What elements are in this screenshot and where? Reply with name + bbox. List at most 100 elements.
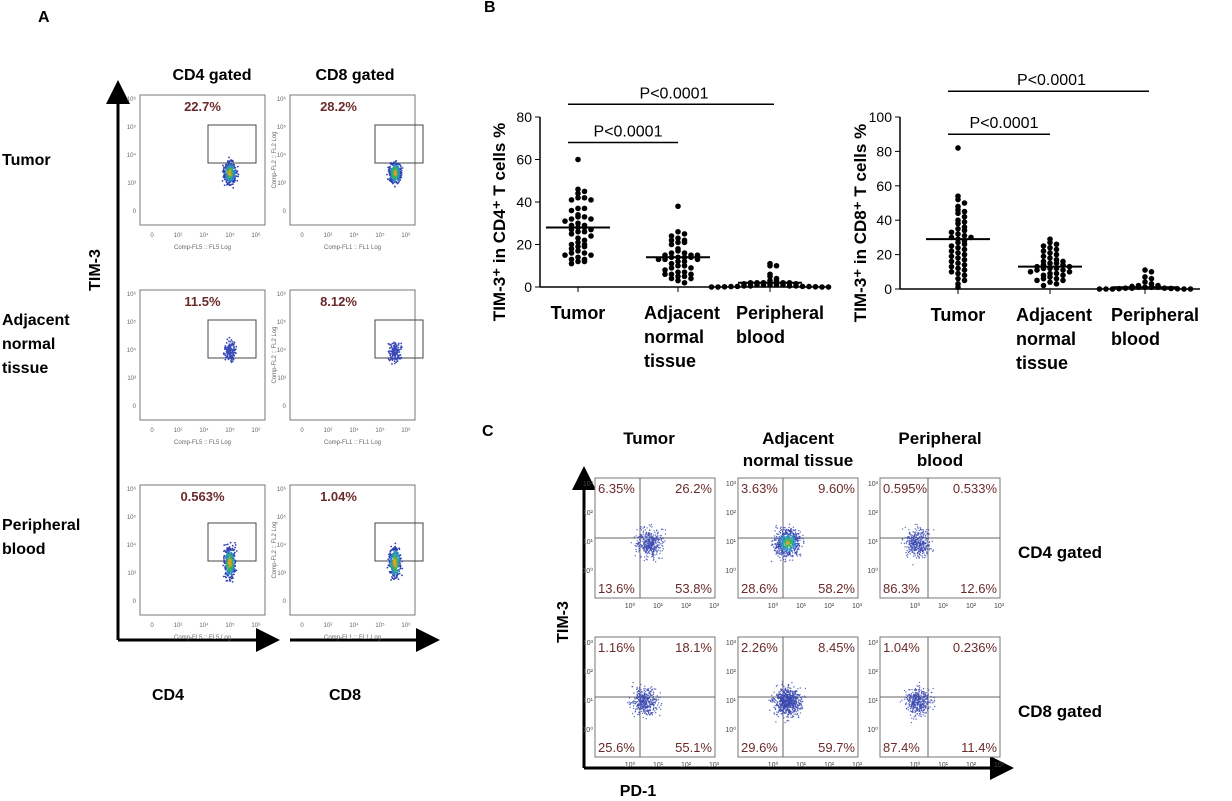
event-dot <box>642 530 645 532</box>
data-point <box>961 232 968 239</box>
x-axis-title: Comp-FL1 :: FL1 Log <box>324 635 381 641</box>
event-dot <box>640 710 643 712</box>
y-tick-label: 10⁶ <box>277 291 287 298</box>
event-dot <box>234 546 236 549</box>
event-dot <box>637 695 640 698</box>
event-dot <box>803 695 806 697</box>
event-dot <box>640 693 642 696</box>
data-point <box>568 256 575 263</box>
event-dot <box>646 706 649 709</box>
event-dot <box>787 705 789 708</box>
event-dot <box>638 711 641 714</box>
event-dot <box>794 532 797 535</box>
event-dot <box>638 538 641 541</box>
data-point <box>675 239 681 246</box>
event-dot <box>926 551 928 553</box>
event-dot <box>227 172 230 175</box>
event-dot <box>228 350 231 353</box>
event-dot <box>638 547 641 550</box>
event-dot <box>653 547 655 549</box>
data-point <box>581 228 588 235</box>
event-dot <box>802 541 805 543</box>
event-dot <box>645 546 647 549</box>
event-dot <box>639 540 642 543</box>
x-tick-label: 0 <box>300 623 304 629</box>
event-dot <box>396 179 399 181</box>
event-dot <box>387 564 390 567</box>
x-tick-label: 10⁶ <box>251 622 261 629</box>
event-dot <box>781 548 783 551</box>
column-header-cd8: CD8 gated <box>315 67 394 84</box>
event-dot <box>649 529 651 531</box>
event-dot <box>654 542 656 544</box>
event-dot <box>636 691 638 693</box>
data-point <box>1027 269 1034 275</box>
y-tick-label: 10⁰ <box>725 726 736 734</box>
event-dot <box>772 699 774 702</box>
event-dot <box>632 707 635 709</box>
data-point <box>955 220 961 227</box>
event-dot <box>389 179 392 182</box>
event-dot <box>234 541 236 544</box>
event-dot <box>800 703 802 705</box>
event-dot <box>788 526 790 529</box>
event-dot <box>782 714 784 717</box>
event-dot <box>918 550 920 553</box>
event-dot <box>796 709 799 711</box>
event-dot <box>785 688 787 691</box>
event-dot <box>930 695 932 698</box>
event-dot <box>642 547 644 549</box>
event-dot <box>394 545 397 548</box>
data-point <box>1103 286 1109 292</box>
event-dot <box>797 706 799 708</box>
event-dot <box>234 544 237 546</box>
event-dot <box>775 539 777 541</box>
event-dot <box>792 537 795 540</box>
event-dot <box>799 696 802 699</box>
x-tick-label: 10⁵ <box>375 622 385 629</box>
data-point <box>581 243 588 250</box>
event-dot <box>782 530 784 533</box>
event-dot <box>777 548 780 550</box>
y-tick-label: 0 <box>283 599 287 605</box>
event-dot <box>639 539 642 541</box>
event-dot <box>659 550 662 552</box>
event-dot <box>794 540 797 542</box>
event-dot <box>648 693 650 695</box>
event-dot <box>396 555 399 558</box>
event-dot <box>388 347 391 350</box>
event-dot <box>780 535 782 537</box>
event-dot <box>657 699 660 701</box>
event-dot <box>645 555 648 557</box>
data-point <box>681 279 688 286</box>
event-dot <box>396 574 399 577</box>
event-dot <box>645 551 647 553</box>
event-dot <box>640 690 643 693</box>
data-point <box>575 194 581 201</box>
flow-plot: 28.2%0 10² 10⁴ 10⁵ 10⁶010³10⁴10⁵10⁶Comp-FL1 … <box>272 94 424 251</box>
event-dot <box>394 357 397 360</box>
event-dot <box>773 535 776 537</box>
x-tick-label: 10³ <box>994 603 1005 610</box>
event-dot <box>780 704 783 706</box>
event-dot <box>909 700 911 702</box>
event-dot <box>791 698 793 701</box>
event-dot <box>644 550 646 552</box>
event-dot <box>782 545 785 547</box>
event-dot <box>658 542 660 544</box>
event-dot <box>907 706 909 709</box>
event-dot <box>783 717 785 719</box>
event-dot <box>635 688 638 690</box>
event-dot <box>233 341 236 344</box>
event-dot <box>923 552 925 554</box>
event-dot <box>792 546 795 548</box>
event-dot <box>398 556 401 559</box>
event-dot <box>234 559 237 562</box>
event-dot <box>397 565 400 568</box>
event-dot <box>915 537 917 539</box>
event-dot <box>396 569 399 572</box>
y-tick-label: 10³ <box>277 181 286 187</box>
event-dot <box>227 564 230 567</box>
x-axis-label-cd4: CD4 <box>152 687 184 704</box>
event-dot <box>922 532 924 534</box>
